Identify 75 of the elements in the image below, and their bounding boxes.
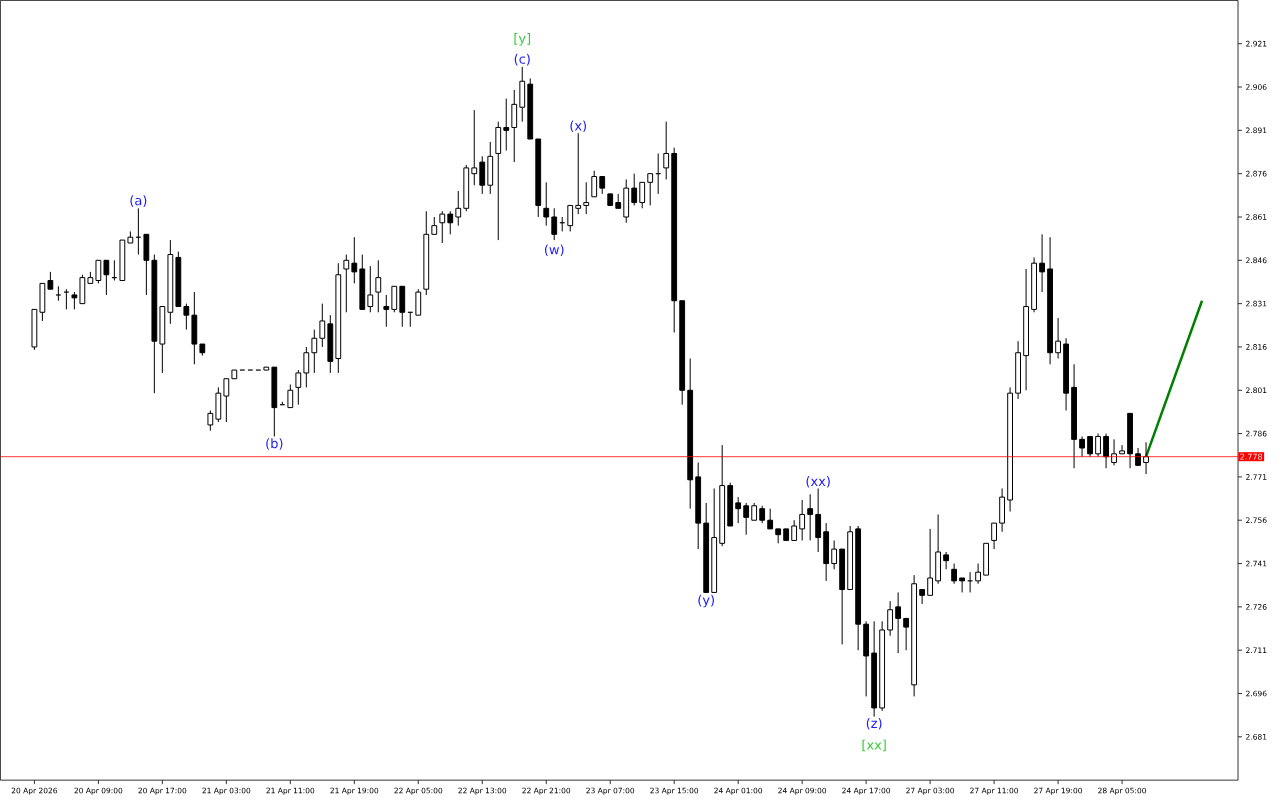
candlestick: [799, 499, 806, 541]
ref-line-label: 2.778: [1240, 453, 1263, 460]
candlestick: [583, 181, 590, 215]
candlestick: [1103, 433, 1109, 469]
candlestick: [927, 528, 934, 596]
candlestick: [383, 294, 390, 328]
candlestick: [447, 210, 454, 235]
candlestick: [311, 329, 318, 374]
candlestick: [55, 285, 62, 302]
candlestick: [919, 588, 926, 605]
annotation: (b): [266, 438, 283, 450]
candlestick: [735, 496, 742, 524]
annotation: (w): [544, 244, 564, 256]
candlestick: [807, 493, 814, 541]
candlestick: [1079, 435, 1085, 458]
annotation: (x): [570, 120, 587, 133]
candlestick: [319, 303, 326, 348]
candlestick: [975, 562, 981, 585]
candlestick: [551, 207, 558, 241]
candlestick: [415, 288, 422, 316]
candlestick: [1087, 435, 1093, 458]
candlestick: [895, 591, 902, 654]
candlestick: [1055, 317, 1061, 359]
candlestick: [943, 551, 950, 570]
candlestick: [287, 383, 294, 409]
candlestick: [951, 562, 958, 585]
candlestick: [343, 253, 350, 313]
candlestick: [103, 259, 110, 296]
candlestick: [223, 378, 230, 423]
annotation: (xx): [806, 475, 830, 488]
candlestick: [455, 190, 462, 227]
candlestick: [567, 204, 574, 232]
candlestick: [351, 236, 358, 284]
candlestick: [887, 600, 894, 637]
candlestick: [967, 571, 974, 593]
candlestick: [471, 109, 478, 186]
annotation: (c): [514, 53, 530, 66]
candlestick: [815, 487, 822, 553]
candlestick: [295, 369, 302, 406]
candlestick: [95, 259, 102, 284]
candlestick: [959, 577, 966, 593]
candlestick: [303, 346, 310, 388]
candlestick: [503, 98, 510, 151]
candlestick: [1095, 433, 1101, 458]
candlestick: [991, 522, 997, 550]
candlestick: [439, 210, 446, 244]
annotation: [y]: [514, 33, 531, 46]
candlestick: [391, 285, 398, 313]
candlestick: [63, 288, 70, 310]
candlestick: [1111, 438, 1117, 466]
candlestick: [791, 519, 798, 541]
annotation: (z): [866, 717, 882, 730]
candlestick: [591, 170, 598, 198]
candlestick: [1039, 233, 1045, 293]
candlestick: [903, 617, 910, 651]
candlestick: [1119, 444, 1125, 455]
candlestick: [511, 89, 518, 163]
candlestick: [575, 132, 582, 215]
candlestick: [479, 155, 486, 195]
candlestick: [207, 409, 214, 432]
candlestick: [663, 121, 670, 180]
annotation: (y): [698, 594, 714, 608]
candlestick: [743, 502, 750, 536]
candlestick: [647, 173, 654, 206]
candlestick: [639, 181, 646, 209]
candlestick: [1143, 441, 1149, 475]
candlestick: [831, 539, 838, 570]
candlestick: [375, 259, 382, 313]
candlestick: [367, 265, 374, 313]
candlestick: [543, 181, 550, 227]
candlestick: [767, 508, 774, 530]
annotation: [xx]: [862, 739, 886, 752]
annotation: (a): [130, 195, 147, 207]
candlestick: [631, 173, 638, 206]
candlestick: [183, 303, 190, 331]
